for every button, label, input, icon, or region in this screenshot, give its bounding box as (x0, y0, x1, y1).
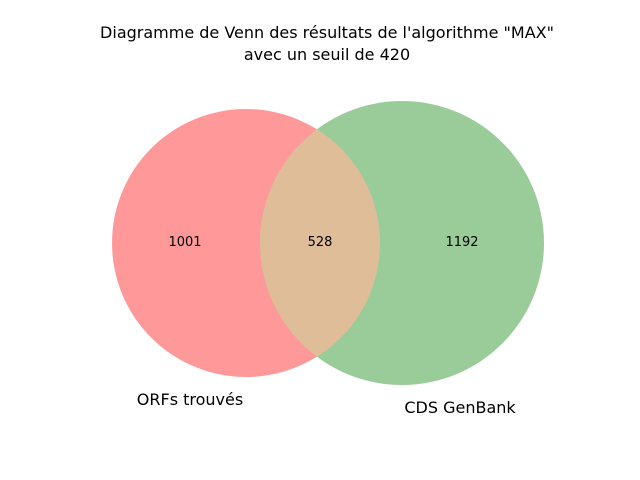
chart-title-line2: avec un seuil de 420 (244, 45, 410, 64)
set-label-orfs: ORFs trouvés (137, 390, 243, 409)
count-cds-only: 1192 (445, 235, 478, 250)
chart-title-line1: Diagramme de Venn des résultats de l'alg… (100, 23, 554, 42)
count-orfs-only: 1001 (168, 235, 201, 250)
count-intersection: 528 (308, 235, 333, 250)
set-label-cds: CDS GenBank (404, 398, 516, 417)
intersection-region (260, 109, 380, 377)
